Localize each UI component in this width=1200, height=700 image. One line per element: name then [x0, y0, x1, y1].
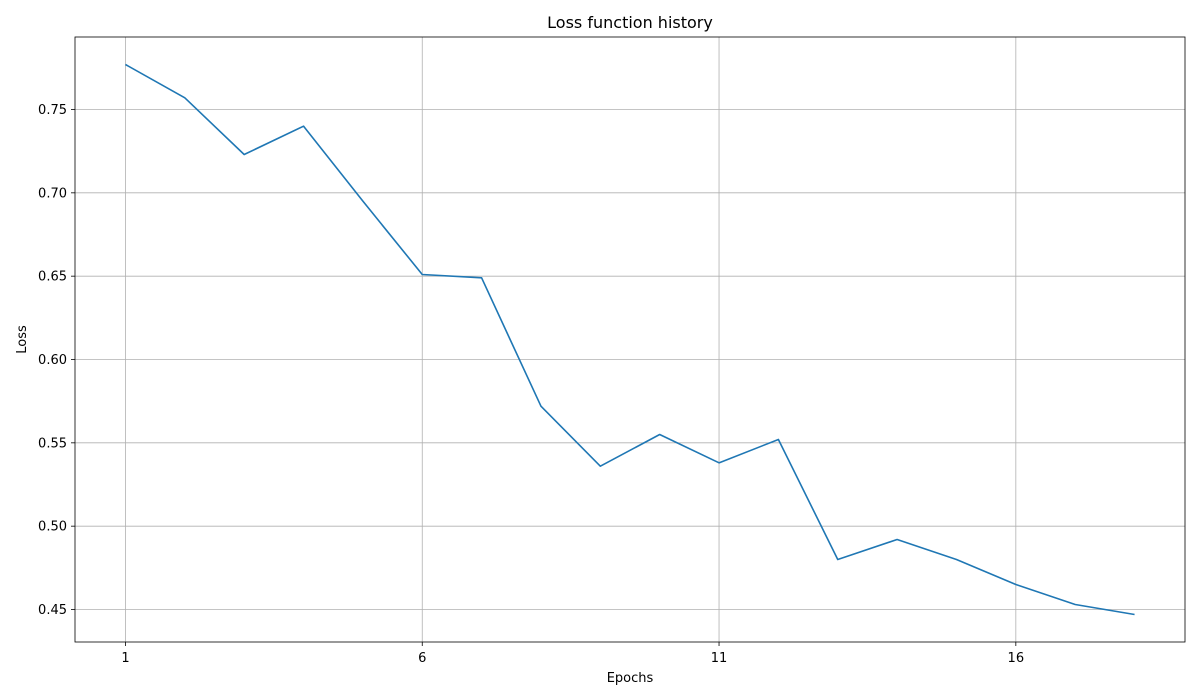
x-tick-label: 16 — [1008, 651, 1025, 666]
plot-frame — [74, 36, 1186, 643]
y-tick-label: 0.50 — [38, 520, 67, 535]
x-tick-label: 1 — [121, 651, 129, 666]
x-tick-label: 6 — [418, 651, 426, 666]
x-axis-label: Epochs — [607, 671, 654, 686]
y-axis-label: Loss — [15, 325, 30, 354]
loss-series-line — [125, 63, 1135, 616]
y-tick-label: 0.70 — [38, 186, 67, 201]
y-tick-label: 0.45 — [38, 603, 67, 618]
x-tick-label: 11 — [711, 651, 728, 666]
y-tick-label: 0.65 — [38, 270, 67, 285]
series-layer — [125, 63, 1135, 616]
grid-layer — [75, 37, 1185, 642]
chart-title: Loss function history — [547, 13, 713, 32]
y-tick-label: 0.75 — [38, 103, 67, 118]
ticks-layer: 1 6 11 160.450.500.550.600.650.700.75 — [38, 103, 1024, 666]
y-tick-label: 0.55 — [38, 436, 67, 451]
y-tick-label: 0.60 — [38, 353, 67, 368]
